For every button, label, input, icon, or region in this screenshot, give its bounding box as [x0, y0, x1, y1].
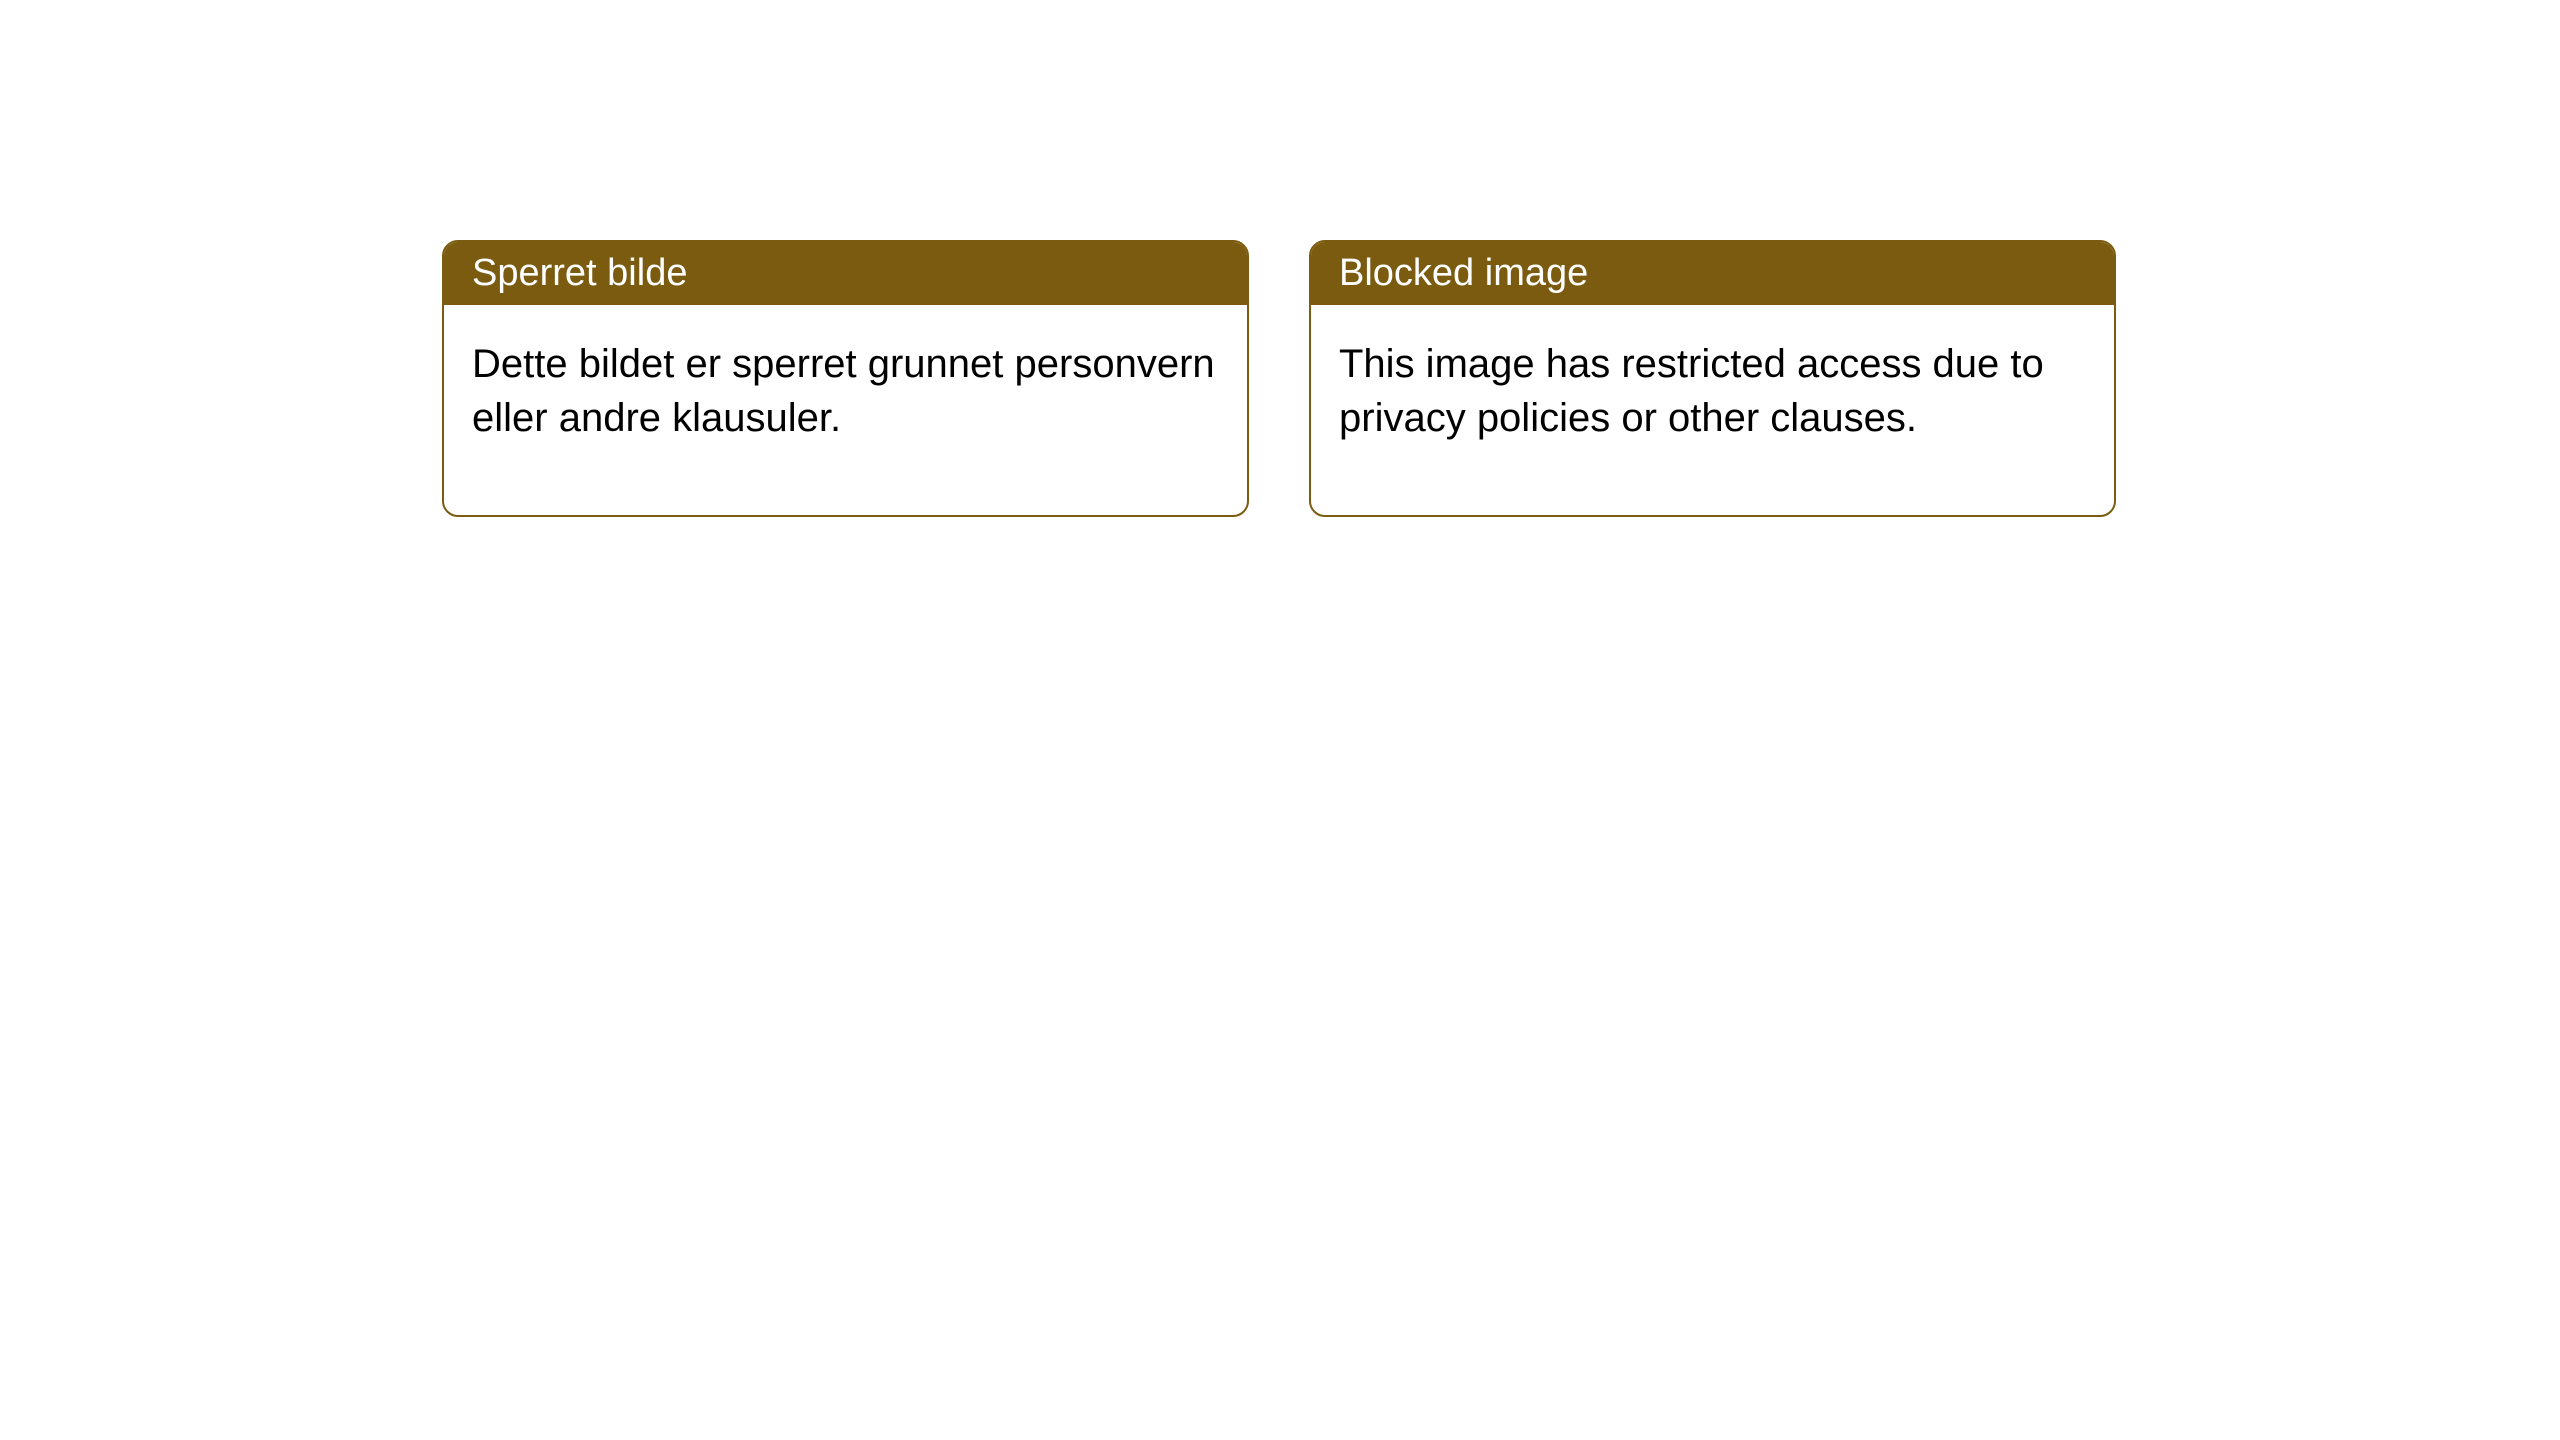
- notice-header-norwegian: Sperret bilde: [444, 242, 1247, 305]
- notice-box-english: Blocked image This image has restricted …: [1309, 240, 2116, 517]
- notice-box-norwegian: Sperret bilde Dette bildet er sperret gr…: [442, 240, 1249, 517]
- notice-header-english: Blocked image: [1311, 242, 2114, 305]
- notice-container: Sperret bilde Dette bildet er sperret gr…: [0, 0, 2560, 517]
- notice-body-norwegian: Dette bildet er sperret grunnet personve…: [444, 305, 1247, 515]
- notice-body-english: This image has restricted access due to …: [1311, 305, 2114, 515]
